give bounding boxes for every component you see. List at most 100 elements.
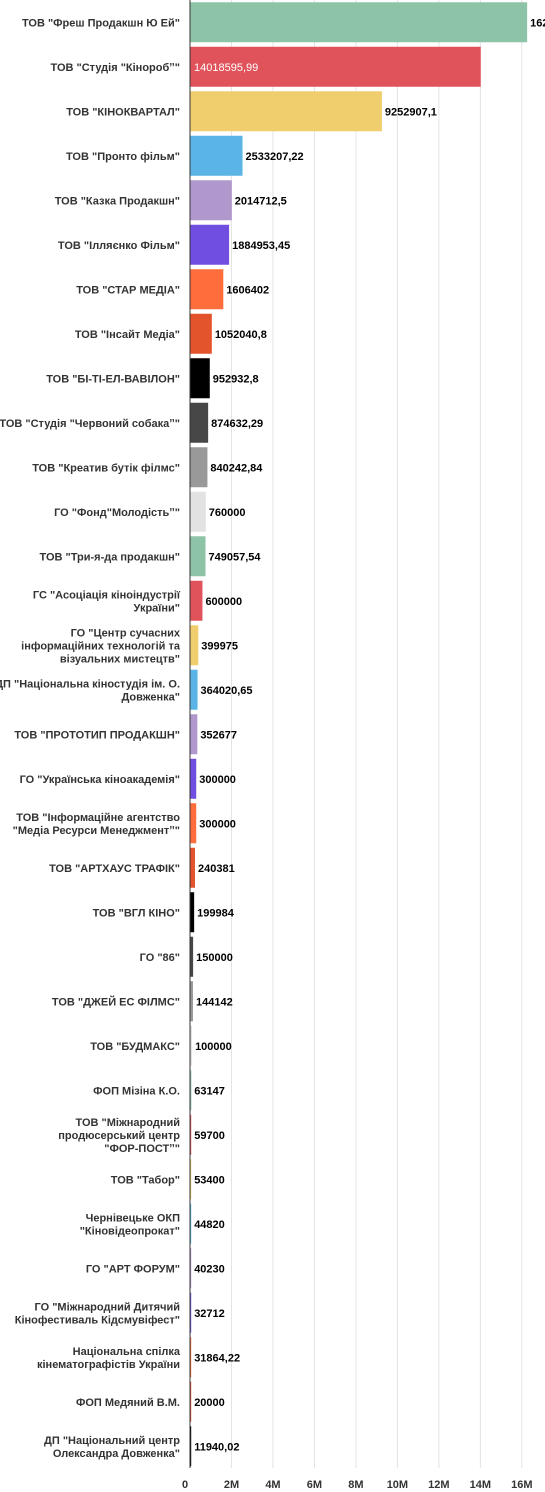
bar (190, 892, 195, 933)
category-label-line: ТОВ "КІНОКВАРТАЛ" (66, 106, 180, 118)
value-label: 749057,54 (209, 551, 262, 563)
bar (190, 135, 243, 176)
category-label-line: ГС "Асоціація кіноіндустрії (33, 589, 181, 601)
value-label: 63147 (194, 1085, 225, 1097)
category-label-line: ТОВ "Інсайт Медіа" (75, 329, 180, 341)
bar (190, 2, 528, 43)
category-label-line: ТОВ "Фреш Продакшн Ю Ей" (22, 17, 180, 29)
category-label: ТОВ "Казка Продакшн" (55, 195, 180, 207)
category-label-line: "Кіновідеопрокат" (80, 1225, 180, 1237)
value-label: 1606402 (226, 284, 269, 296)
category-label: ТОВ "ДЖЕЙ ЕС ФІЛМС" (52, 995, 180, 1008)
category-label: ГС "Асоціація кіноіндустрії України" (33, 589, 181, 614)
value-label: 2014712,5 (235, 195, 287, 207)
category-label: ДП "Національний центр Олександра Довженк… (44, 1435, 180, 1460)
category-label: Чернівецьке ОКП "Кіновідеопрокат" (80, 1212, 180, 1237)
bar (190, 1114, 192, 1155)
category-label-line: "Медіа Ресурси Менеджментˮ" (13, 825, 180, 837)
value-label: 9252907,1 (385, 106, 437, 118)
category-label-line: ТОВ "Інформаційне агентство (16, 812, 180, 824)
category-label-line: ДП "Національний центр (44, 1435, 180, 1447)
value-labels: 16255836,6 14018595,99 9252907,1 2533207,22… (194, 17, 545, 1453)
category-label: Національна спілка кінематографістів Укра… (37, 1346, 181, 1371)
category-label: ТОВ "Табор" (111, 1174, 180, 1186)
category-label: ГО "Центр сучасних інформаційних технолог… (21, 627, 181, 665)
bar (190, 803, 197, 844)
category-label-line: ДП "Національна кіностудія ім. О. (0, 678, 180, 690)
category-label-line: ГО "86" (140, 952, 180, 964)
category-label-line: ТОВ "Студія "Кіноробˮ" (51, 62, 180, 74)
value-label: 1052040,8 (215, 329, 267, 341)
category-label-line: візуальних мистецтв" (60, 653, 180, 665)
category-label-line: ТОВ "Казка Продакшн" (55, 195, 180, 207)
bar (190, 402, 209, 443)
x-tick-label: 4M (265, 1479, 280, 1491)
category-label-line: ГО "Фонд"Молодістьˮ" (54, 507, 180, 519)
bar (190, 224, 230, 265)
category-label-line: Довженка" (121, 691, 180, 703)
bar (190, 669, 198, 710)
value-label: 300000 (199, 774, 236, 786)
value-label: 364020,65 (201, 685, 253, 697)
bar (190, 491, 206, 532)
category-label-line: ТОВ "Табор" (111, 1174, 180, 1186)
bar (190, 358, 210, 399)
value-label: 20000 (194, 1397, 225, 1409)
value-label: 760000 (209, 507, 246, 519)
value-label: 399975 (201, 640, 238, 652)
bar (190, 180, 232, 221)
value-label: 874632,29 (211, 418, 263, 430)
bar (190, 981, 193, 1022)
category-label-line: "ФОР-ПОСТˮ" (104, 1143, 180, 1155)
x-tick-label: 8M (348, 1479, 363, 1491)
value-label: 840242,84 (210, 462, 263, 474)
value-label: 199984 (197, 907, 235, 919)
category-label-line: Кінофестиваль Кідсмувіфест" (15, 1314, 180, 1326)
value-label: 352677 (200, 729, 237, 741)
value-label: 14018595,99 (194, 62, 258, 74)
x-tick-label: 0 (182, 1479, 188, 1491)
category-label: ГО "Міжнародний Дитячий Кінофестиваль Кід… (15, 1301, 180, 1326)
category-label-line: продюсерський центр (58, 1130, 180, 1142)
value-label: 16255836,6 (530, 17, 545, 29)
category-label-line: ТОВ "ВГЛ КІНО" (93, 907, 180, 919)
x-tick-label: 2M (224, 1479, 239, 1491)
category-label-line: України" (134, 602, 180, 614)
grid-lines (230, 0, 523, 1468)
category-label: ТОВ "Міжнародний продюсерський центр "ФОР-… (58, 1117, 180, 1155)
value-label: 1884953,45 (232, 240, 290, 252)
bar (190, 1248, 192, 1289)
bar (190, 536, 206, 577)
category-label-line: ФОП Мізіна К.О. (93, 1085, 180, 1097)
category-label-line: ГО "Міжнародний Дитячий (34, 1301, 180, 1313)
category-label-line: ТОВ "Студія "Червоний собакаˮ" (0, 418, 180, 430)
category-label-line: ГО "АРТ ФОРУМ" (86, 1263, 180, 1275)
category-label: ТОВ "ПРОТОТИП ПРОДАКШН" (14, 729, 180, 741)
value-label: 11940,02 (194, 1441, 239, 1453)
category-label: ТОВ "СТАР МЕДІА" (76, 284, 180, 296)
category-label-line: ТОВ "Міжнародний (76, 1117, 180, 1129)
value-label: 100000 (195, 1041, 232, 1053)
category-label-line: ТОВ "ДЖЕЙ ЕС ФІЛМС" (52, 995, 180, 1008)
bar (190, 91, 382, 132)
category-label-line: ТОВ "Ілляєнко Фільм" (58, 240, 180, 252)
category-label-line: ФОП Медяний В.М. (76, 1397, 180, 1409)
category-label: ТОВ "Три-я-да продакшн" (40, 551, 180, 563)
category-label-line: ТОВ "Креатив бутік філмс" (32, 462, 180, 474)
value-label: 40230 (194, 1263, 225, 1275)
category-label: ГО "Фонд"Молодістьˮ" (54, 507, 180, 519)
x-tick-label: 6M (307, 1479, 322, 1491)
category-label: ТОВ "Інсайт Медіа" (75, 329, 180, 341)
category-label-line: ТОВ "Пронто фільм" (66, 151, 180, 163)
category-label-line: ТОВ "БІ-ТІ-ЕЛ-ВАВІЛОН" (46, 373, 180, 385)
x-axis-ticks: 0 2M 4M 6M 8M 10M 12M 14M 16M (182, 1479, 533, 1491)
category-label: ТОВ "Креатив бутік філмс" (32, 462, 180, 474)
bar (190, 269, 224, 310)
bar (190, 1070, 192, 1111)
bar (190, 1381, 192, 1422)
value-label: 31864,22 (194, 1352, 240, 1364)
bar (190, 936, 194, 977)
category-label: ТОВ "Студія "Червоний собакаˮ" (0, 418, 180, 430)
category-label: ТОВ "Інформаційне агентство "Медіа Ресурс… (13, 812, 181, 837)
